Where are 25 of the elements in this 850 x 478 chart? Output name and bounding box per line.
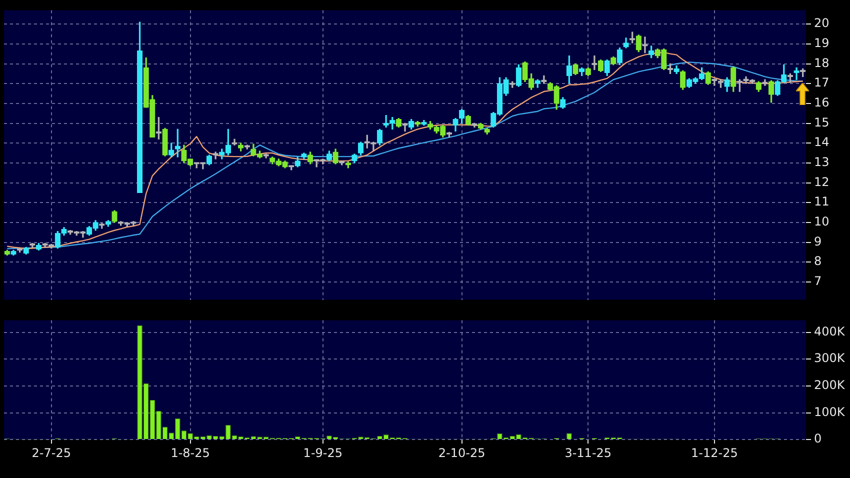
y-tick-label: 0 <box>814 432 822 446</box>
y-tick-label: 15 <box>814 115 830 130</box>
x-tick-label: 1-8-25 <box>170 446 210 460</box>
x-tick-label: 2-7-25 <box>32 446 71 460</box>
y-tick-label: 12 <box>814 174 830 189</box>
y-tick-label: 11 <box>814 194 830 209</box>
y-tick-label: 16 <box>814 96 830 110</box>
y-tick-label: 9 <box>814 234 822 248</box>
y-tick-label: 7 <box>814 274 822 288</box>
y-tick-label: 13 <box>814 155 830 170</box>
y-tick-label: 19 <box>814 36 830 50</box>
x-tick-label: 2-10-25 <box>438 446 486 460</box>
y-tick-label: 100K <box>814 404 846 419</box>
y-tick-label: 17 <box>814 76 830 90</box>
x-tick-label: 3-11-25 <box>564 446 612 460</box>
y-tick-label: 18 <box>814 56 830 70</box>
x-tick-label: 1-12-25 <box>691 446 738 460</box>
x-tick-label: 1-9-25 <box>303 446 343 460</box>
y-tick-label: 8 <box>814 254 822 268</box>
y-tick-label: 14 <box>814 135 830 150</box>
y-tick-label: 10 <box>814 214 830 229</box>
y-tick-label: 20 <box>814 16 830 30</box>
y-tick-label: 400K <box>814 324 846 338</box>
y-tick-label: 300K <box>814 351 846 366</box>
y-tick-label: 200K <box>814 378 846 392</box>
